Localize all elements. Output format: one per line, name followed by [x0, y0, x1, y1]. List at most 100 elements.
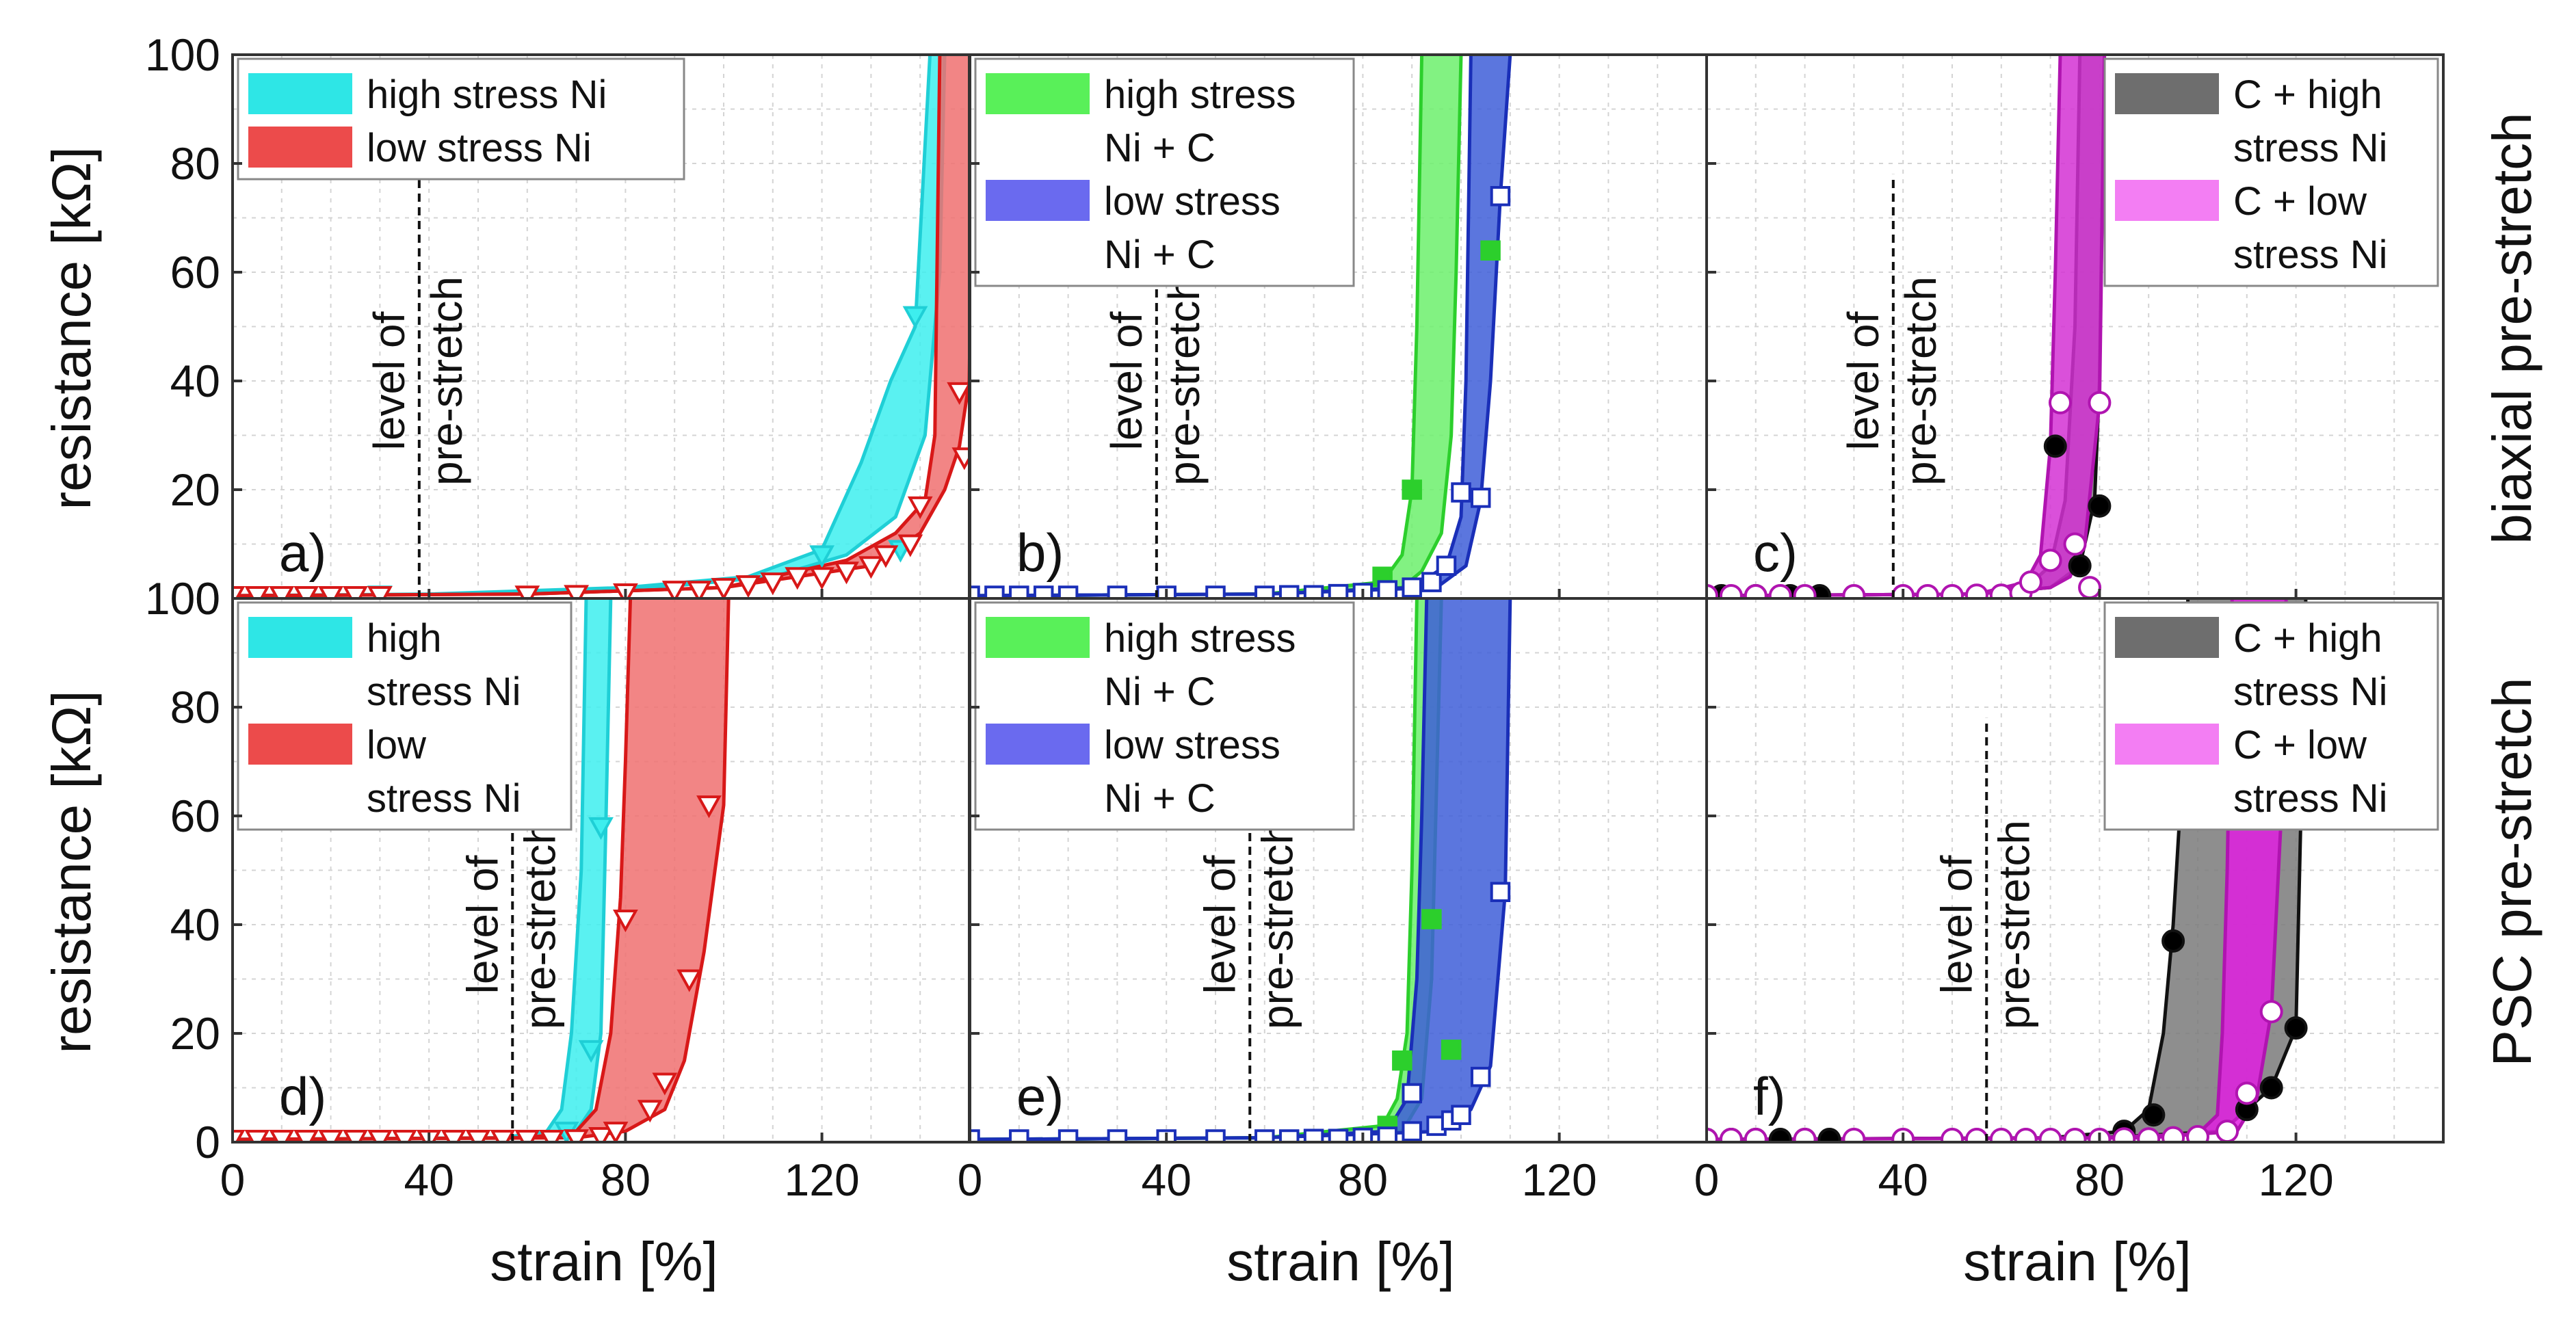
prestretch-label-1: level of [1195, 855, 1244, 994]
data-point [465, 1130, 491, 1142]
legend: C + high stress Ni C + low stress Ni [2103, 601, 2439, 831]
data-point [2038, 1128, 2062, 1142]
x-tick-label: 120 [1522, 1154, 1597, 1205]
legend-label: low stress [1104, 723, 1280, 767]
data-point [686, 581, 712, 598]
data-point [1107, 585, 1128, 598]
x-tick-label: 40 [1878, 1154, 1928, 1205]
data-point [2078, 576, 2102, 598]
legend-label: high stress [1104, 72, 1296, 117]
legend-label: stress Ni [2233, 776, 2388, 821]
data-point [1254, 1129, 1275, 1142]
data-point [735, 575, 761, 598]
legend-label: high [367, 616, 442, 661]
prestretch-label-2: pre-stretch [1159, 276, 1209, 486]
data-point [233, 1130, 246, 1142]
x-tick-label: 0 [958, 1154, 983, 1205]
data-point [1402, 479, 1422, 500]
x-tick-label: 120 [2259, 1154, 2334, 1205]
data-point [676, 969, 702, 992]
prestretch-label-2: pre-stretch [1989, 820, 2038, 1029]
legend-swatch [2115, 617, 2219, 658]
data-layer [970, 55, 1512, 598]
legend-swatch [2115, 724, 2219, 765]
data-point [244, 1130, 270, 1142]
data-point [1470, 1066, 1491, 1087]
legend-label: low [367, 723, 427, 767]
data-point [951, 447, 969, 471]
legend-swatch [2115, 180, 2219, 221]
data-point [2014, 1128, 2038, 1142]
data-point [1744, 584, 1767, 598]
data-point [984, 585, 1005, 598]
data-point [809, 545, 834, 568]
band-1 [233, 598, 611, 1140]
legend-label: C + high [2233, 616, 2382, 661]
data-point [1707, 584, 1718, 598]
panel-label: c) [1753, 523, 1798, 583]
data-point [947, 382, 969, 406]
panel-label: d) [279, 1066, 326, 1126]
legend-label: stress Ni [2233, 126, 2388, 170]
data-point [1205, 1129, 1226, 1142]
data-point [613, 910, 638, 933]
legend: high stress Ni low stress Ni [237, 601, 573, 831]
y-tick-label: 40 [170, 899, 220, 950]
band-2 [970, 55, 1510, 596]
data-point [1377, 580, 1398, 598]
row-title-biaxial: biaxial pre-stretch [2482, 112, 2542, 544]
y-axis-title-bottom: resistance [kΩ] [41, 690, 102, 1053]
data-point [711, 578, 737, 598]
row-title-psc: PSC pre-stretch [2482, 677, 2542, 1066]
data-point [902, 306, 928, 329]
data-point [1480, 240, 1501, 261]
legend-label: stress Ni [367, 670, 521, 714]
data-point [2186, 1125, 2209, 1142]
data-point [269, 1130, 295, 1142]
data-point [1817, 1128, 1841, 1142]
data-point [652, 1072, 678, 1096]
data-point [1793, 1128, 1817, 1142]
data-point [564, 585, 589, 598]
data-point [603, 1122, 629, 1142]
legend-label: stress Ni [2233, 670, 2388, 714]
data-point [760, 572, 786, 596]
legend-label: Ni + C [1104, 670, 1215, 714]
data-point [1057, 1129, 1079, 1142]
legend: high stress Ni + C low stress Ni + C [974, 57, 1355, 287]
data-point [637, 1100, 663, 1123]
data-point [1793, 584, 1817, 598]
data-point [2048, 391, 2072, 414]
plot-frame [1705, 597, 2445, 1143]
data-point [2063, 1128, 2087, 1142]
data-point [1421, 909, 1442, 929]
legend-swatch [2115, 73, 2219, 114]
x-tick-label: 40 [404, 1154, 454, 1205]
data-point [1436, 555, 1457, 577]
data-point [1392, 1050, 1412, 1071]
data-point [1033, 585, 1054, 598]
data-point [233, 586, 246, 598]
band-edge-upper-2 [233, 55, 942, 598]
legend-label: stress Ni [2233, 233, 2388, 277]
y-tick-label: 80 [170, 682, 220, 732]
prestretch-label-1: level of [1839, 311, 1888, 450]
legend-label: low stress [1104, 179, 1280, 224]
data-point [2259, 1000, 2283, 1024]
data-point [2161, 1126, 2185, 1142]
data-point [1768, 1128, 1792, 1142]
data-point [1328, 583, 1349, 598]
legend-label: Ni + C [1104, 776, 1215, 821]
x-tick-label: 80 [1338, 1154, 1388, 1205]
panel-a: level of pre-stretch a) high stress Ni low s… [145, 29, 971, 624]
legend-label: high stress Ni [367, 72, 607, 117]
legend-swatch [248, 617, 352, 658]
data-point [318, 1130, 343, 1142]
panel-label: f) [1753, 1066, 1786, 1126]
data-point [2161, 929, 2185, 953]
data-point [1421, 572, 1442, 592]
x-tick-label: 0 [1694, 1154, 1720, 1205]
data-point [1328, 1128, 1349, 1142]
legend-swatch [248, 724, 352, 765]
data-point [514, 1130, 540, 1142]
